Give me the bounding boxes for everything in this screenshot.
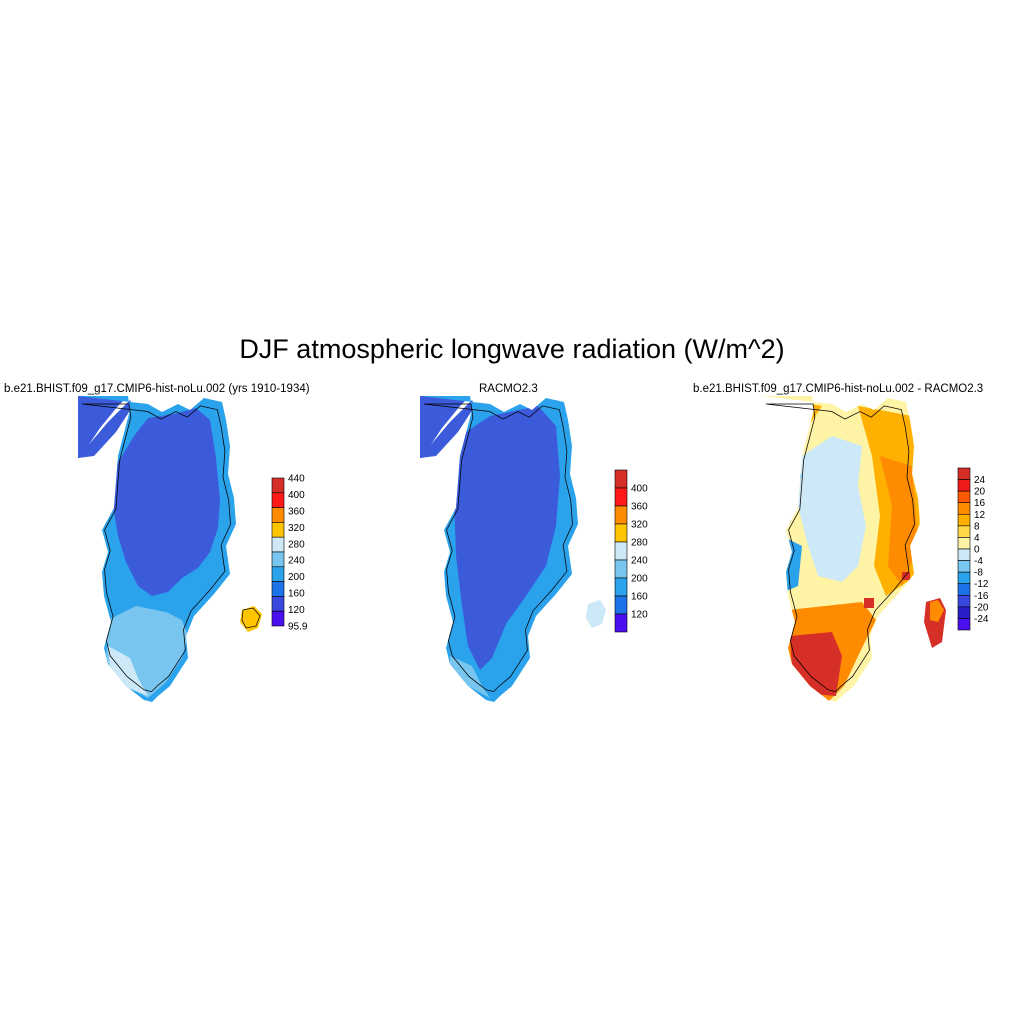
colorbar-swatch	[957, 594, 971, 608]
panel-1-map	[78, 396, 262, 702]
colorbar-swatch	[614, 613, 628, 633]
colorbar-swatch	[614, 487, 628, 507]
colorbar-tick-label: 240	[631, 556, 648, 567]
colorbar-tick-label: 400	[631, 484, 648, 495]
colorbar-tick-label: 320	[631, 520, 648, 531]
colorbar-swatch	[957, 548, 971, 561]
colorbar-tick-label: 160	[631, 592, 648, 603]
colorbar-swatch	[957, 571, 971, 585]
colorbar-swatch	[957, 513, 971, 527]
panel-2-colorbar: 400 360 320 280 240 200 160 120	[614, 469, 648, 633]
colorbar-swatch	[957, 537, 971, 550]
colorbar-tick-label: 16	[974, 498, 986, 509]
colorbar-tick-label: 24	[974, 475, 986, 486]
colorbar-tick-label: -24	[974, 614, 989, 625]
figure-title: DJF atmospheric longwave radiation (W/m^…	[239, 334, 785, 364]
colorbar-tick-label: 320	[288, 523, 305, 534]
colorbar-tick-label: 280	[288, 539, 305, 550]
colorbar-tick-label: -8	[974, 568, 983, 579]
colorbar-tick-label: 8	[974, 521, 980, 532]
colorbar-swatch	[271, 610, 285, 627]
colorbar-tick-label: -16	[974, 591, 989, 602]
colorbar-tick-label: 440	[288, 474, 305, 485]
colorbar-swatch	[271, 566, 285, 582]
panel-2-title: RACMO2.3	[479, 383, 538, 395]
colorbar-swatch	[957, 467, 971, 480]
colorbar-tick-label: 360	[631, 502, 648, 513]
panel-3-map	[762, 396, 946, 702]
panel-1-colorbar: 440 400 360 320 280 240 200 160 120 95.9	[271, 474, 308, 633]
colorbar-swatch	[957, 606, 971, 619]
colorbar-tick-label: 0	[974, 545, 980, 556]
colorbar-tick-label: 360	[288, 506, 305, 517]
colorbar-swatch	[271, 596, 285, 612]
colorbar-tick-label: -20	[974, 602, 989, 613]
colorbar-swatch	[957, 525, 971, 538]
colorbar-tick-label: 4	[974, 533, 980, 544]
colorbar-tick-label: 400	[288, 490, 305, 501]
colorbar-swatch	[614, 505, 628, 525]
colorbar-swatch	[957, 560, 971, 573]
colorbar-tick-label: 120	[631, 610, 648, 621]
colorbar-swatch	[271, 522, 285, 538]
colorbar-swatch	[271, 536, 285, 553]
colorbar-swatch	[614, 577, 628, 597]
colorbar-tick-label: -12	[974, 579, 989, 590]
colorbar-swatch	[957, 490, 971, 504]
colorbar-swatch	[614, 541, 628, 561]
colorbar-swatch	[271, 477, 285, 494]
colorbar-swatch	[271, 581, 285, 597]
colorbar-swatch	[614, 559, 628, 579]
colorbar-swatch	[614, 523, 628, 543]
colorbar-swatch	[957, 502, 971, 515]
panel-1-title: b.e21.BHIST.f09_g17.CMIP6-hist-noLu.002 …	[4, 383, 310, 395]
colorbar-tick-label: 280	[631, 538, 648, 549]
colorbar-swatch	[614, 469, 628, 489]
colorbar-tick-label: 95.9	[288, 622, 308, 633]
panel-3-title: b.e21.BHIST.f09_g17.CMIP6-hist-noLu.002 …	[693, 383, 984, 395]
colorbar-tick-label: 20	[974, 487, 986, 498]
colorbar-swatch	[957, 583, 971, 596]
colorbar-swatch	[271, 551, 285, 568]
colorbar-tick-label: 240	[288, 556, 305, 567]
colorbar-swatch	[957, 618, 971, 631]
colorbar-swatch	[957, 479, 971, 492]
colorbar-tick-label: 120	[288, 605, 305, 616]
panel-2-map	[420, 396, 606, 702]
colorbar-tick-label: 200	[288, 572, 305, 583]
colorbar-tick-label: 12	[974, 510, 986, 521]
colorbar-tick-label: 160	[288, 589, 305, 600]
colorbar-swatch	[271, 492, 285, 508]
colorbar-tick-label: -4	[974, 556, 983, 567]
colorbar-tick-label: 200	[631, 574, 648, 585]
colorbar-swatch	[271, 507, 285, 523]
colorbar-swatch	[614, 595, 628, 615]
